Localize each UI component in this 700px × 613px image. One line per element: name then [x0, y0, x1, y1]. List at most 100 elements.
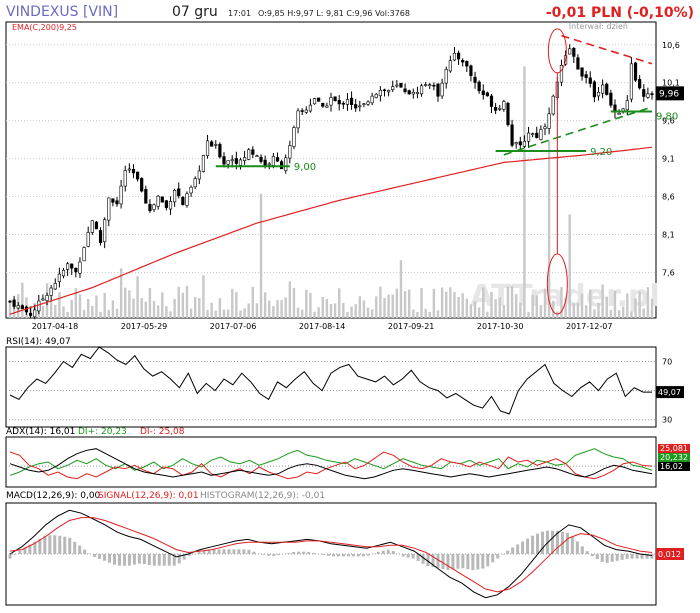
volume-bar [457, 296, 460, 318]
candle-body [160, 196, 164, 203]
candle-body [292, 127, 296, 147]
histogram-bar [58, 535, 62, 554]
volume-bar [313, 311, 316, 318]
histogram-bar [262, 554, 266, 555]
histogram-bar [98, 554, 102, 559]
volume-bar [132, 298, 135, 318]
candle-body [197, 170, 201, 180]
price-tick-label: 8,1 [662, 231, 675, 240]
volume-bar [366, 307, 370, 318]
candle-body [242, 157, 247, 161]
volume-bar [70, 299, 73, 318]
volume-bar [527, 311, 530, 318]
histogram-bar [43, 535, 47, 554]
volume-bar [276, 300, 279, 318]
volume-bar [609, 309, 613, 318]
histogram-bar [177, 554, 181, 564]
volume-bar [86, 298, 90, 318]
volume-bar [280, 300, 283, 318]
candle-body [74, 267, 78, 273]
histogram-bar [147, 554, 151, 566]
volume-bar [189, 308, 193, 318]
candle-body [164, 200, 168, 208]
histogram-bar [207, 549, 211, 554]
volume-bar [268, 300, 271, 318]
candle-body [119, 185, 123, 205]
histogram-legend: HISTOGRAM(12,26,9): -0,01 [200, 491, 325, 501]
volume-bar [21, 282, 24, 318]
volume-bar [173, 298, 176, 318]
histogram-bar [8, 554, 12, 559]
histogram-bar [645, 554, 649, 559]
volume-bar [650, 298, 654, 318]
candle-body [98, 230, 103, 243]
rsi-value-box [656, 386, 684, 399]
histogram-bar [122, 554, 126, 566]
candle-body [588, 77, 592, 84]
candle-body [477, 81, 481, 92]
candle-body [415, 92, 420, 94]
candle-body [543, 126, 547, 129]
time-label: 17:01 [228, 9, 251, 18]
candle-body [214, 144, 218, 146]
price-tick-label: 9,6 [662, 117, 675, 126]
histogram-bar [550, 530, 554, 554]
volume-bar [391, 294, 394, 318]
volume-bar [148, 287, 152, 318]
candle-body [502, 101, 506, 110]
support-label: 9,80 [656, 112, 678, 123]
histogram-bar [386, 549, 390, 554]
histogram-bar [541, 531, 545, 554]
histogram-bar [401, 554, 405, 557]
volume-bar [317, 307, 320, 318]
rsi-tick-label: 70 [662, 358, 672, 367]
candle-body [345, 99, 350, 105]
adx-value-label: 20,232 [660, 453, 688, 462]
histogram-bar [620, 554, 624, 560]
histogram-bar [237, 549, 241, 554]
volume-bar [597, 302, 600, 318]
candle-body [329, 97, 333, 106]
histogram-bar [162, 554, 166, 566]
candle-body [304, 109, 308, 113]
candle-body [152, 204, 156, 210]
candle-body [131, 169, 136, 174]
volume-bar [325, 298, 329, 318]
histogram-bar [267, 554, 271, 556]
histogram-bar [436, 554, 440, 568]
rsi-panel: 70 30 49,07 [6, 346, 684, 425]
highlight-circle-top [547, 28, 567, 74]
histogram-bar [28, 544, 32, 554]
candle-body [522, 141, 527, 147]
candle-body [489, 95, 494, 107]
price-grid [6, 44, 656, 273]
histogram-bar [381, 550, 385, 554]
adx-series-line [9, 451, 653, 480]
date-tick-label: 2017-10-30 [477, 322, 524, 331]
adx-panel-frame [5, 436, 657, 488]
candle-body [78, 261, 82, 274]
histogram-bar [406, 554, 410, 558]
volume-bar [181, 292, 185, 318]
candle-body [210, 141, 214, 147]
candle-body [592, 81, 596, 98]
candle-body [617, 112, 621, 115]
candle-body [284, 157, 288, 171]
signal-legend: SIGNAL(12,26,9): 0,01 [98, 491, 199, 501]
volume-bar [461, 293, 464, 318]
histogram-bar [157, 554, 161, 566]
volume-bar [473, 301, 477, 318]
volume-bar [630, 311, 633, 318]
volume-bar [107, 309, 110, 318]
volume-bar [342, 302, 345, 318]
histogram-bar [247, 549, 251, 554]
histogram-bar [466, 554, 470, 570]
candle-body [230, 159, 234, 162]
volume-bar [91, 305, 94, 318]
volume-bar [556, 311, 559, 318]
volume-bar [580, 293, 584, 318]
date-tick-label: 2017-04-18 [32, 322, 79, 331]
candle-body [547, 113, 551, 129]
histogram-bar [650, 554, 654, 559]
volume-bar [589, 289, 592, 318]
